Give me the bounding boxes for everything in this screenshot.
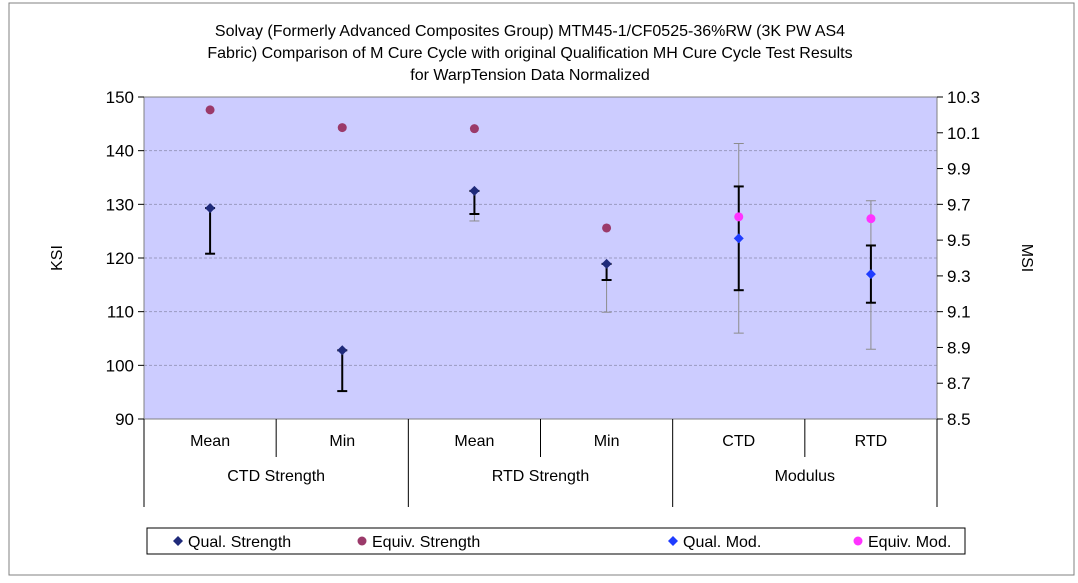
right-axis-label: MSI [1018, 244, 1035, 272]
legend-marker [357, 536, 367, 546]
group-label: CTD Strength [227, 468, 325, 485]
data-point [205, 203, 216, 214]
data-point [865, 269, 876, 280]
right-tick-label: 8.7 [947, 374, 971, 393]
legend-marker [668, 536, 678, 546]
right-tick-label: 9.1 [947, 303, 971, 322]
gridlines [144, 150, 937, 366]
right-tick-label: 9.3 [947, 267, 971, 286]
group-label: RTD Strength [492, 468, 590, 485]
right-tick-label: 10.1 [947, 124, 980, 143]
legend-label: Equiv. Mod. [868, 534, 951, 551]
left-tick-label: 150 [106, 88, 134, 107]
chart-title-line-2: Fabric) Comparison of M Cure Cycle with … [207, 45, 852, 62]
category-label: Min [329, 433, 355, 450]
data-point [205, 105, 215, 115]
data-point [734, 212, 744, 222]
legend-label: Equiv. Strength [372, 534, 480, 551]
data-point [866, 214, 876, 224]
data-point [469, 124, 479, 134]
legend-label: Qual. Mod. [683, 534, 761, 551]
left-tick-label: 90 [115, 410, 134, 429]
left-tick-label: 120 [106, 249, 134, 268]
category-axis: Mean Min Mean Min CTD RTD CTD Strength RTD Stre… [143, 419, 938, 507]
data-point [469, 185, 480, 196]
category-label: Mean [190, 433, 230, 450]
category-label: CTD [722, 433, 755, 450]
chart-title-line-1: Solvay (Formerly Advanced Composites Gro… [215, 23, 845, 40]
left-tick-label: 100 [106, 356, 134, 375]
chart-title-line-3: for WarpTension Data Normalized [410, 67, 650, 84]
legend-box [146, 527, 966, 555]
right-tick-label: 9.7 [947, 195, 971, 214]
legend-marker [853, 536, 863, 546]
data-point [602, 223, 612, 233]
category-label: Min [594, 433, 620, 450]
right-tick-label: 9.9 [947, 160, 971, 179]
data-point [337, 345, 348, 356]
right-tick-label: 10.3 [947, 88, 980, 107]
data-point [601, 258, 612, 269]
data-point [733, 233, 744, 244]
left-axis-label: KSI [49, 245, 66, 271]
right-tick-label: 8.5 [947, 410, 971, 429]
left-tick-label: 130 [106, 195, 134, 214]
data-markers [205, 105, 876, 356]
legend: Qual. Strength Equiv. Strength Qual. Mod. E… [146, 527, 966, 555]
left-tick-label: 110 [107, 303, 134, 322]
category-label: RTD [855, 433, 888, 450]
category-label: Mean [454, 433, 494, 450]
left-tick-label: 140 [106, 142, 134, 161]
legend-label: Qual. Strength [188, 534, 291, 551]
right-tick-label: 8.9 [947, 338, 971, 357]
right-axis-ticks: 8.5 8.7 8.9 9.1 9.3 9.5 9.7 9.9 10.1 10.3 [937, 88, 980, 429]
left-axis-ticks: 90 100 110 120 130 140 150 [106, 88, 144, 429]
legend-marker [173, 536, 183, 546]
right-tick-label: 9.5 [947, 231, 971, 250]
group-label: Modulus [775, 468, 835, 485]
data-point [337, 123, 347, 133]
